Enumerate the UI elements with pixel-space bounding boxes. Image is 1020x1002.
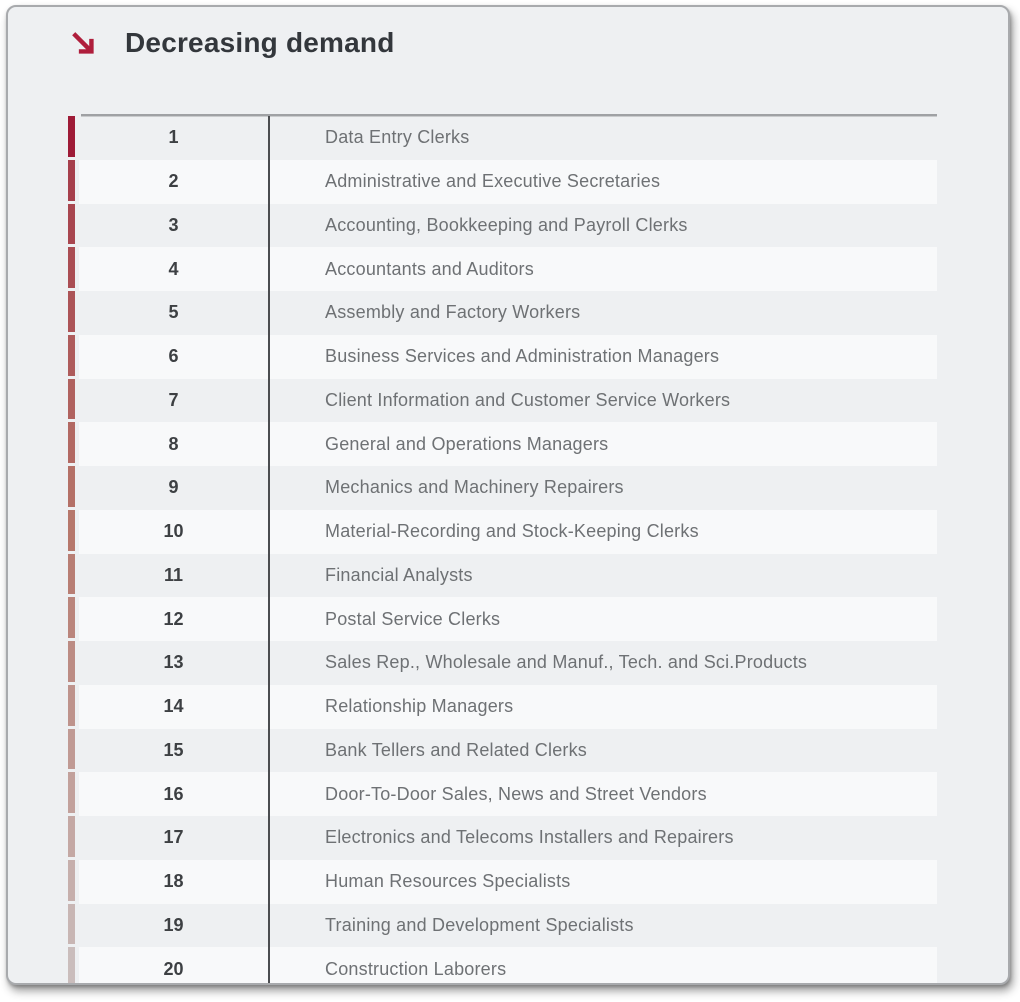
occupation-cell: Human Resources Specialists [268, 859, 937, 904]
page-title: Decreasing demand [125, 27, 395, 58]
occupation-cell: General and Operations Managers [268, 422, 937, 466]
occupation-cell: Business Services and Administration Man… [268, 334, 937, 379]
occupation-cell: Training and Development Specialists [268, 903, 937, 948]
occupation-cell: Financial Analysts [268, 553, 937, 598]
table-row: 4 Accountants and Auditors [68, 247, 937, 291]
rank-cell: 12 [79, 597, 268, 641]
table-row: 10 Material-Recording and Stock-Keeping … [68, 509, 937, 554]
rank-cell: 4 [79, 247, 268, 291]
rank-bar [68, 203, 75, 248]
table-row: 19 Training and Development Specialists [68, 903, 937, 948]
occupation-cell: Electronics and Telecoms Installers and … [268, 816, 937, 860]
table-row: 5 Assembly and Factory Workers [68, 291, 937, 335]
rank-cell: 9 [168, 477, 179, 498]
table-row: 9 Mechanics and Machinery Repairers [68, 466, 937, 510]
table-row: 1 Data Entry Clerks [68, 116, 937, 160]
occupation-cell: Administrative and Executive Secretaries [268, 159, 937, 204]
table-row: 6 Business Services and Administration M… [68, 334, 937, 379]
occupation-cell: Bank Tellers and Related Clerks [268, 728, 937, 773]
rank-bar [68, 859, 75, 904]
rank-cell: 17 [163, 827, 184, 848]
ranking-table-body: 1 Data Entry Clerks 2 Administrative and… [68, 116, 937, 983]
rank-bar [68, 684, 75, 729]
table-row: 2 Administrative and Executive Secretari… [68, 159, 937, 204]
rank-cell: 20 [79, 947, 268, 983]
rank-bar [68, 903, 75, 948]
rank-bar [68, 728, 75, 773]
table-row: 15 Bank Tellers and Related Clerks [68, 728, 937, 773]
occupation-cell: Material-Recording and Stock-Keeping Cle… [268, 509, 937, 554]
occupation-cell: Accounting, Bookkeeping and Payroll Cler… [268, 203, 937, 248]
rank-bar [68, 947, 75, 983]
rank-bar [68, 466, 75, 510]
table-row: 12 Postal Service Clerks [68, 597, 937, 641]
rank-bar [68, 422, 75, 466]
occupation-cell: Assembly and Factory Workers [268, 291, 937, 335]
arrow-down-right-icon [68, 28, 98, 58]
table-row: 3 Accounting, Bookkeeping and Payroll Cl… [68, 203, 937, 248]
table-row: 8 General and Operations Managers [68, 422, 937, 466]
table-row: 16 Door-To-Door Sales, News and Street V… [68, 772, 937, 816]
rank-cell: 16 [79, 772, 268, 816]
rank-bar [68, 641, 75, 685]
rank-cell: 19 [163, 914, 184, 935]
figure-header: Decreasing demand [68, 27, 395, 59]
occupation-cell: Construction Laborers [268, 947, 937, 983]
rank-bar [68, 247, 75, 291]
rank-bar [68, 116, 75, 160]
rank-cell: 1 [168, 127, 179, 148]
rank-bar [68, 378, 75, 423]
rank-bar [68, 291, 75, 335]
table-row: 20 Construction Laborers [68, 947, 937, 983]
rank-cell: 14 [79, 684, 268, 729]
rank-cell: 8 [79, 422, 268, 466]
occupation-cell: Door-To-Door Sales, News and Street Vend… [268, 772, 937, 816]
table-row: 14 Relationship Managers [68, 684, 937, 729]
figure-card: Decreasing demand 1 Data Entry Clerks 2 … [6, 5, 1010, 985]
rank-bar [68, 597, 75, 641]
occupation-cell: Postal Service Clerks [268, 597, 937, 641]
table-row: 18 Human Resources Specialists [68, 859, 937, 904]
table-row: 11 Financial Analysts [68, 553, 937, 598]
occupation-cell: Sales Rep., Wholesale and Manuf., Tech. … [268, 641, 937, 685]
rank-cell: 5 [168, 302, 179, 323]
occupation-cell: Accountants and Auditors [268, 247, 937, 291]
rank-bar [68, 509, 75, 554]
rank-bar [68, 334, 75, 379]
rank-cell: 11 [163, 564, 184, 585]
rank-cell: 18 [79, 859, 268, 904]
rank-cell: 13 [163, 652, 184, 673]
rank-bar [68, 816, 75, 860]
rank-bar [68, 553, 75, 598]
occupation-cell: Data Entry Clerks [268, 116, 937, 160]
rank-bar [68, 159, 75, 204]
occupation-cell: Mechanics and Machinery Repairers [268, 466, 937, 510]
rank-cell: 15 [163, 739, 184, 760]
rank-cell: 6 [79, 334, 268, 379]
table-top-rule [81, 114, 937, 117]
rank-cell: 7 [168, 389, 179, 410]
table-row: 13 Sales Rep., Wholesale and Manuf., Tec… [68, 641, 937, 685]
rank-bar [68, 772, 75, 816]
occupation-cell: Client Information and Customer Service … [268, 378, 937, 423]
rank-cell: 2 [79, 159, 268, 204]
rank-cell: 3 [168, 214, 179, 235]
table-row: 7 Client Information and Customer Servic… [68, 378, 937, 423]
occupation-cell: Relationship Managers [268, 684, 937, 729]
rank-cell: 10 [79, 509, 268, 554]
table-row: 17 Electronics and Telecoms Installers a… [68, 816, 937, 860]
